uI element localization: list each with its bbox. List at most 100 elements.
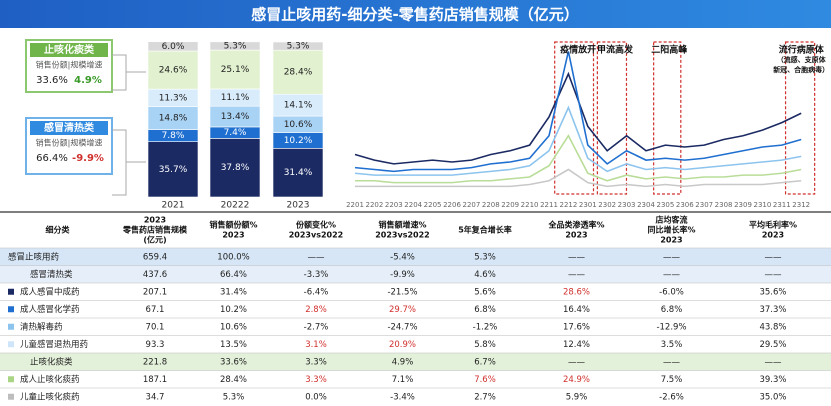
- table-cell: 3.5%: [661, 340, 683, 350]
- table-cell: 0.0%: [305, 392, 327, 402]
- row-label: 感冒清热类: [30, 269, 73, 280]
- table-cell: 12.4%: [563, 340, 590, 350]
- table-cell: -6.4%: [304, 287, 329, 297]
- table-cell: 24.9%: [563, 375, 590, 385]
- table-cell: 5.3%: [223, 392, 245, 402]
- row-marker: [8, 306, 14, 313]
- x-tick-label: 2205: [424, 201, 442, 209]
- table-row: [0, 370, 831, 388]
- x-tick-label: 2307: [695, 201, 713, 209]
- table-cell: 4.6%: [474, 270, 496, 280]
- x-tick-label: 2308: [715, 201, 733, 209]
- table-cell: 37.3%: [759, 305, 786, 315]
- bar-label: 37.8%: [221, 163, 250, 173]
- highlight-box: [784, 41, 816, 195]
- bar-label: 5.3%: [224, 41, 247, 51]
- table-cell: -21.5%: [387, 287, 417, 297]
- x-tick-label: 2203: [385, 201, 403, 209]
- table-cell: 2.8%: [305, 305, 327, 315]
- bar-label: 11.1%: [221, 93, 250, 103]
- x-tick-label: 2309: [734, 201, 752, 209]
- x-tick-label: 2206: [443, 201, 461, 209]
- table-cell: 3.1%: [305, 340, 327, 350]
- row-marker: [8, 393, 14, 400]
- table-cell: ——: [663, 357, 681, 367]
- bar-label: 10.2%: [284, 136, 313, 146]
- table-cell: 29.7%: [389, 305, 416, 315]
- table-header: 全品类渗透率%: [547, 220, 604, 230]
- table-cell: 187.1: [143, 375, 167, 385]
- table-cell: 35.6%: [759, 287, 786, 297]
- x-tick-label: 2201: [346, 201, 364, 209]
- table-header: 5年复合增长率: [458, 225, 512, 235]
- table-cell: 3.3%: [305, 357, 327, 367]
- annotation: 甲流高发: [597, 44, 634, 56]
- table-row: [0, 353, 831, 371]
- x-tick-label: 2304: [637, 201, 655, 209]
- table-header: 销售额增速%: [378, 220, 426, 230]
- table-cell: 6.8%: [474, 305, 496, 315]
- bar-segment: [147, 41, 199, 52]
- bar-label: 7.8%: [162, 131, 185, 141]
- callout-share: 66.4%: [36, 153, 68, 164]
- row-label: 清热解毒药: [20, 321, 63, 332]
- annotation: 新冠、合胞病毒）: [773, 65, 829, 74]
- table-row: [0, 318, 831, 336]
- x-tick-label: 2023: [287, 201, 310, 211]
- table-cell: ——: [568, 252, 586, 262]
- table-header: 销售额份额%: [209, 220, 257, 230]
- x-tick-label: 2202: [365, 201, 383, 209]
- bar-segment: [272, 41, 324, 51]
- row-label: 感冒止咳用药: [8, 251, 59, 262]
- table-cell: ——: [308, 252, 326, 262]
- callout-share: 33.6%: [36, 75, 68, 86]
- table-cell: 34.7: [146, 392, 165, 402]
- callout-header: [30, 43, 108, 57]
- table-cell: 5.3%: [474, 252, 496, 262]
- table-header: 2023: [144, 216, 166, 225]
- table-cell: 16.4%: [563, 305, 590, 315]
- x-tick-label: 2212: [559, 201, 577, 209]
- row-marker: [8, 288, 14, 295]
- table-header: 店均客流: [656, 215, 688, 225]
- x-tick-label: 2208: [482, 201, 500, 209]
- bar-segment: [147, 141, 199, 198]
- table-cell: ——: [568, 357, 586, 367]
- bar-label: 25.1%: [221, 65, 250, 75]
- table-cell: ——: [663, 270, 681, 280]
- x-tick-label: 20222: [221, 201, 250, 211]
- callout-title: 感冒清热类: [44, 121, 94, 134]
- table-cell: -3.4%: [390, 392, 415, 402]
- callout-title: 止咳化痰类: [44, 43, 94, 56]
- table-cell: 35.0%: [759, 392, 786, 402]
- line-series: [354, 105, 802, 176]
- bar-label: 31.4%: [284, 168, 313, 178]
- annotation: （流感、支原体: [777, 55, 827, 64]
- table-header: (亿元): [143, 235, 166, 245]
- table-cell: -2.6%: [659, 392, 684, 402]
- table-cell: 31.4%: [220, 287, 247, 297]
- x-tick-label: 2211: [540, 201, 558, 209]
- table-cell: 28.4%: [220, 375, 247, 385]
- annotation: 流行病原体: [779, 44, 825, 56]
- table-cell: 29.5%: [759, 340, 786, 350]
- table-cell: 10.6%: [220, 322, 247, 332]
- table-cell: 10.2%: [220, 305, 247, 315]
- table-cell: 39.3%: [759, 375, 786, 385]
- table-cell: 33.6%: [220, 357, 247, 367]
- bar-label: 14.1%: [284, 101, 313, 111]
- row-label: 止咳化痰类: [30, 356, 73, 367]
- table-row: [0, 283, 831, 301]
- row-marker: [8, 341, 14, 348]
- table-cell: 437.6: [143, 270, 167, 280]
- table-cell: 5.9%: [566, 392, 588, 402]
- title-band: [0, 0, 831, 28]
- x-tick-label: 2312: [792, 201, 810, 209]
- highlight-box: [653, 41, 682, 195]
- x-tick-label: 2303: [618, 201, 636, 209]
- row-label: 儿童感冒退热用药: [20, 339, 88, 350]
- table-cell: 6.7%: [474, 357, 496, 367]
- table-row: [0, 248, 831, 266]
- table-cell: 20.9%: [389, 340, 416, 350]
- x-tick-label: 2310: [753, 201, 771, 209]
